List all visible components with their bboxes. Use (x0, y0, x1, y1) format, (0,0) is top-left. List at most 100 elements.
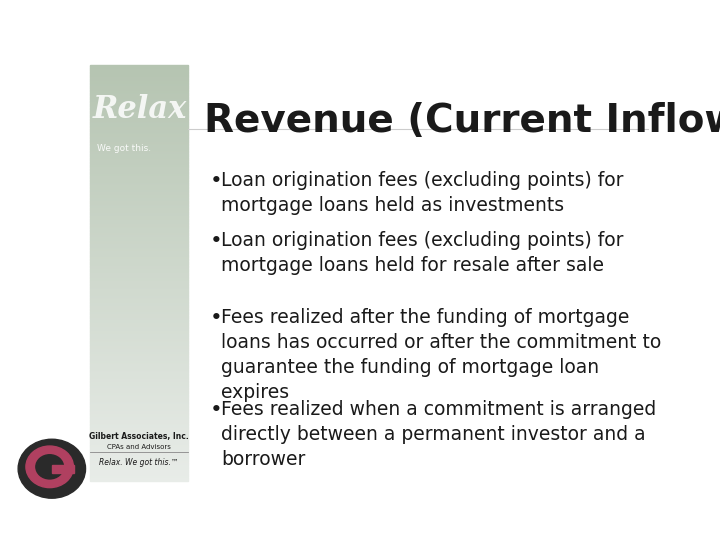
Bar (90, 114, 188, 116)
Bar (90, 329, 188, 331)
Bar (90, 260, 188, 261)
Bar (90, 366, 188, 367)
Bar (90, 75, 188, 76)
Bar (90, 170, 188, 172)
Bar (90, 174, 188, 176)
Bar (90, 246, 188, 248)
Bar (90, 378, 188, 380)
Bar (90, 241, 188, 242)
Bar (90, 150, 188, 151)
Bar (90, 146, 188, 148)
Circle shape (18, 439, 86, 498)
Bar (90, 324, 188, 326)
Bar (90, 410, 188, 411)
Bar (90, 145, 188, 146)
Bar (90, 122, 188, 123)
Bar (90, 425, 188, 427)
Bar (90, 198, 188, 199)
Bar (90, 296, 188, 298)
Bar (90, 206, 188, 207)
Bar (90, 373, 188, 374)
Bar (90, 155, 188, 156)
Bar (90, 172, 188, 173)
Bar (90, 314, 188, 316)
Text: •: • (210, 231, 222, 251)
Bar (90, 105, 188, 106)
Bar (90, 444, 188, 446)
Bar (90, 165, 188, 166)
Bar (90, 111, 188, 112)
Bar (90, 82, 188, 83)
Bar (90, 427, 188, 428)
Text: Revenue (Current Inflows): Revenue (Current Inflows) (204, 102, 720, 140)
Bar (90, 168, 188, 170)
Bar (90, 356, 188, 357)
Bar (90, 237, 188, 238)
Text: Fees realized when a commitment is arranged
directly between a permanent investo: Fees realized when a commitment is arran… (221, 400, 657, 469)
Bar (90, 436, 188, 437)
Bar (90, 442, 188, 443)
Bar (90, 309, 188, 310)
Bar (90, 152, 188, 153)
Bar (90, 209, 188, 210)
Bar (90, 396, 188, 397)
Text: •: • (210, 308, 222, 328)
Bar (52, 465, 74, 472)
Bar (90, 84, 188, 85)
Bar (90, 102, 188, 104)
Bar (90, 463, 188, 464)
Bar (90, 238, 188, 239)
Bar (90, 256, 188, 258)
Bar (90, 395, 188, 396)
Bar (90, 197, 188, 198)
Bar (90, 220, 188, 221)
Bar (90, 451, 188, 453)
Bar (90, 453, 188, 454)
Text: Relax: Relax (93, 94, 187, 125)
Bar (90, 449, 188, 450)
Bar (90, 403, 188, 404)
Bar (90, 312, 188, 313)
Bar (90, 212, 188, 213)
Bar (90, 76, 188, 77)
Bar (90, 228, 188, 230)
Bar (90, 303, 188, 305)
Bar (90, 360, 188, 361)
Bar (90, 267, 188, 268)
Bar (90, 192, 188, 194)
Bar (90, 399, 188, 400)
Bar (90, 223, 188, 224)
Bar (90, 201, 188, 202)
Bar (90, 167, 188, 168)
Bar (90, 211, 188, 212)
Bar (90, 278, 188, 280)
Bar (90, 162, 188, 163)
Bar (90, 282, 188, 284)
Bar (90, 70, 188, 72)
Bar (90, 134, 188, 136)
Bar (90, 331, 188, 332)
Bar (90, 66, 188, 68)
Bar (90, 402, 188, 403)
Bar (90, 77, 188, 79)
Bar (90, 98, 188, 99)
Bar (90, 310, 188, 312)
Bar (90, 219, 188, 220)
Bar (90, 207, 188, 209)
Bar (90, 124, 188, 126)
Bar (90, 361, 188, 363)
Bar (90, 85, 188, 87)
Bar (90, 292, 188, 294)
Bar (90, 364, 188, 366)
Bar (90, 291, 188, 292)
Bar (90, 252, 188, 253)
Bar (90, 133, 188, 134)
Bar (90, 457, 188, 458)
Bar (90, 273, 188, 274)
Bar (90, 173, 188, 174)
Bar (90, 390, 188, 392)
Bar (90, 216, 188, 217)
Bar (90, 202, 188, 204)
Bar (90, 371, 188, 373)
Bar (90, 119, 188, 120)
